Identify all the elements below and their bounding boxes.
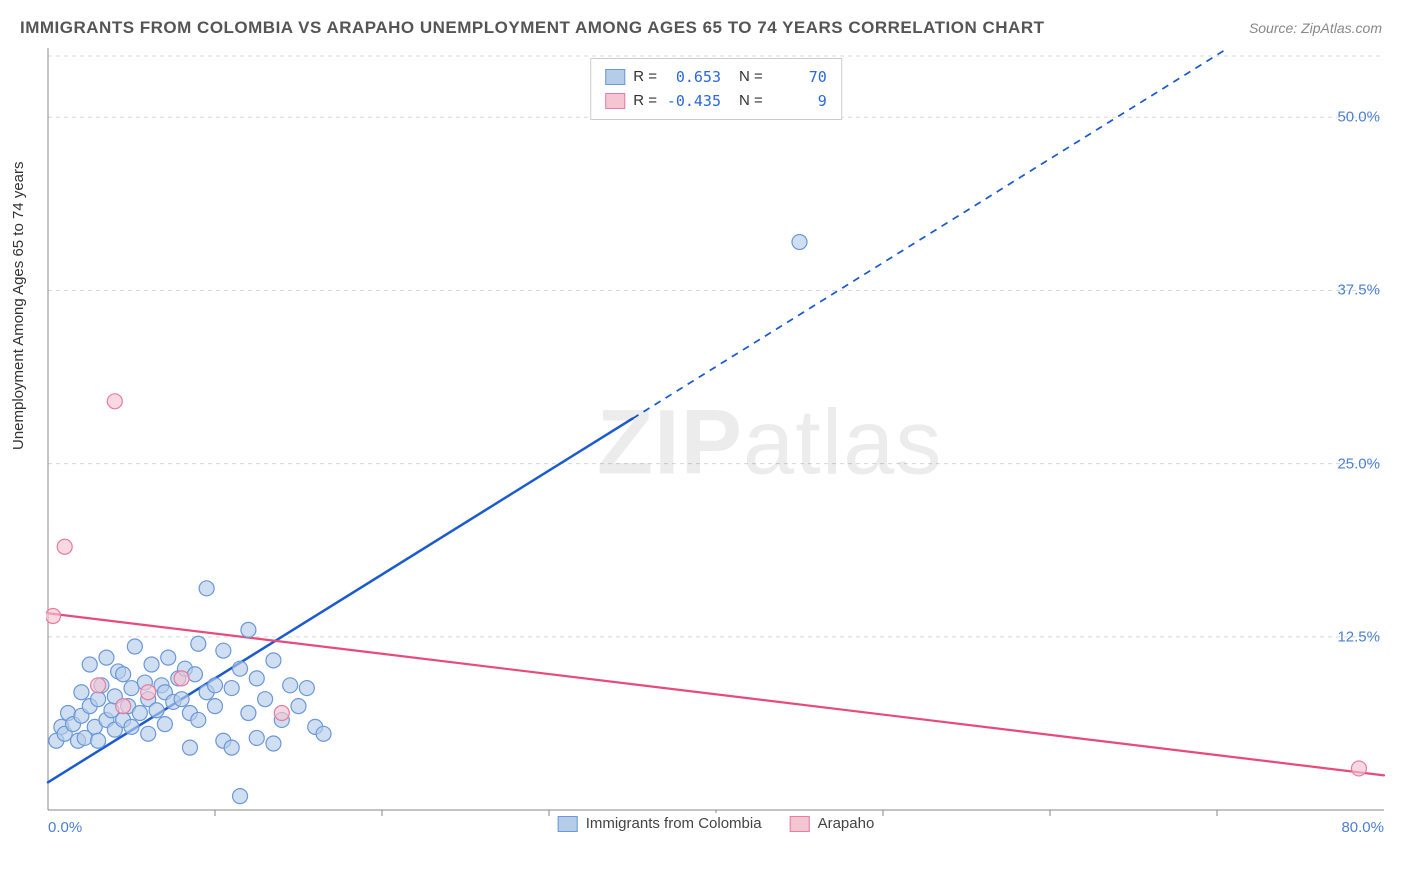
r-label: R = [633, 65, 657, 89]
series-legend: Immigrants from Colombia Arapaho [552, 813, 881, 834]
series-name-2: Arapaho [818, 815, 875, 832]
r-value-1: 0.653 [665, 65, 721, 89]
y-tick-label: 12.5% [1337, 628, 1380, 645]
scatter-plot: ZIPatlas R = 0.653 N = 70 R = -0.435 N =… [46, 48, 1386, 838]
plot-svg [46, 48, 1386, 838]
series-swatch-1b [558, 816, 578, 832]
correlation-row-2: R = -0.435 N = 9 [605, 89, 827, 113]
source-attribution: Source: ZipAtlas.com [1249, 20, 1382, 36]
r-value-2: -0.435 [665, 89, 721, 113]
series-swatch-2b [790, 816, 810, 832]
n-label: N = [739, 65, 763, 89]
chart-title: IMMIGRANTS FROM COLOMBIA VS ARAPAHO UNEM… [20, 18, 1045, 38]
x-tick-label: 80.0% [1341, 819, 1384, 836]
series-name-1: Immigrants from Colombia [586, 815, 762, 832]
y-axis-label: Unemployment Among Ages 65 to 74 years [10, 161, 27, 450]
r-label: R = [633, 89, 657, 113]
n-value-2: 9 [771, 89, 827, 113]
n-value-1: 70 [771, 65, 827, 89]
legend-item-2: Arapaho [790, 815, 875, 832]
correlation-legend: R = 0.653 N = 70 R = -0.435 N = 9 [590, 58, 842, 120]
correlation-row-1: R = 0.653 N = 70 [605, 65, 827, 89]
n-label: N = [739, 89, 763, 113]
y-tick-label: 37.5% [1337, 282, 1380, 299]
x-tick-label: 0.0% [48, 819, 82, 836]
y-tick-label: 25.0% [1337, 455, 1380, 472]
series-swatch-2 [605, 93, 625, 109]
y-tick-label: 50.0% [1337, 109, 1380, 126]
legend-item-1: Immigrants from Colombia [558, 815, 762, 832]
series-swatch-1 [605, 69, 625, 85]
